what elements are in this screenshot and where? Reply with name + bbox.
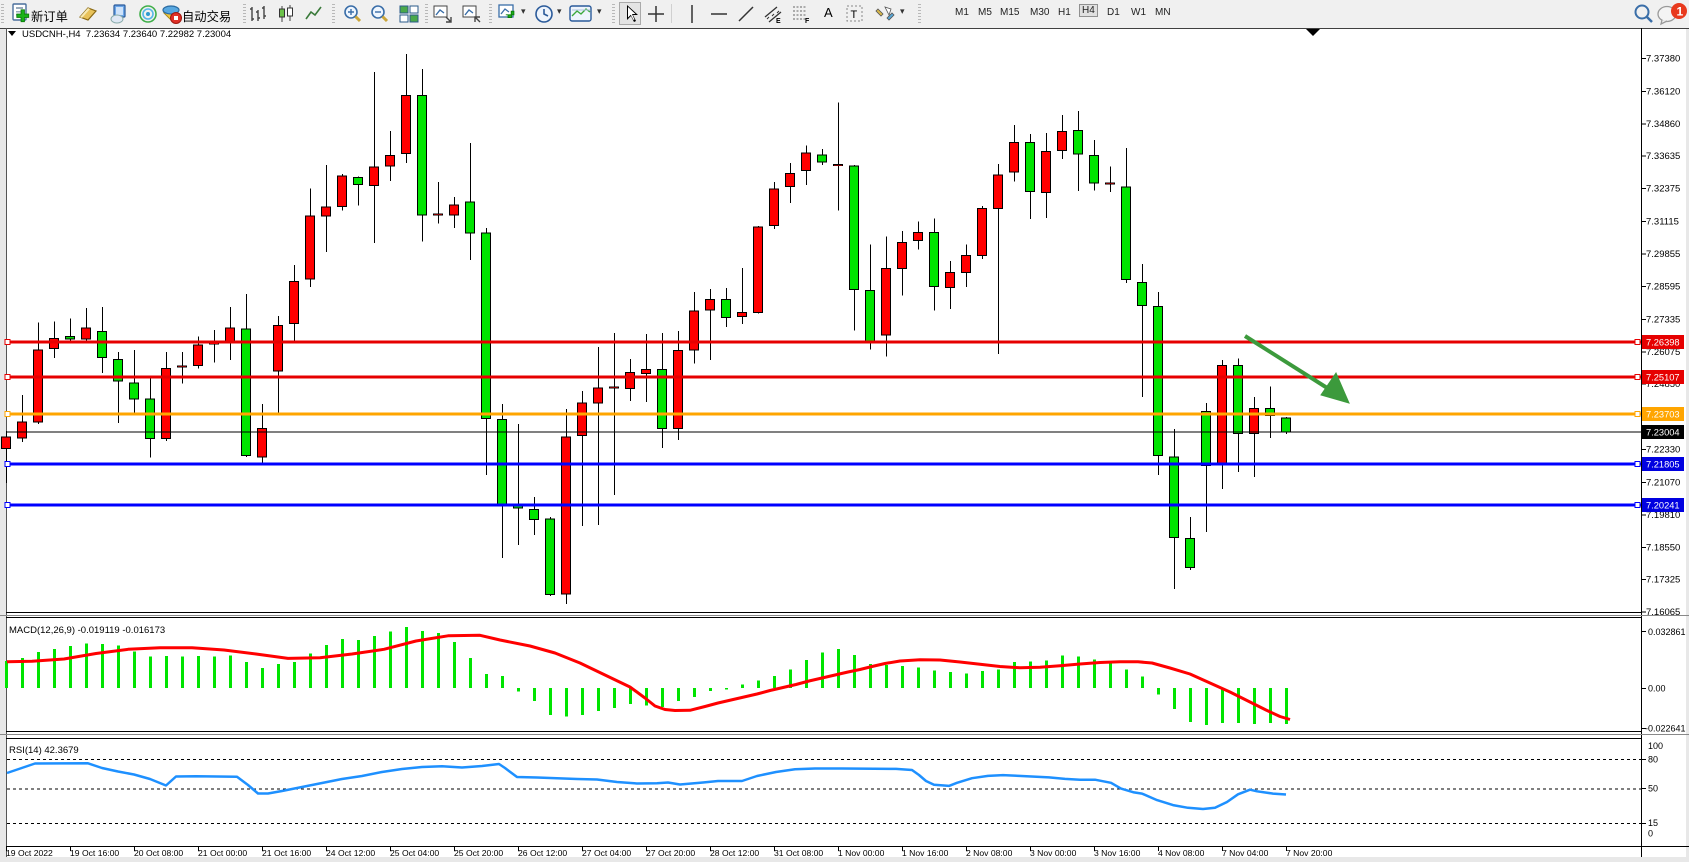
svg-text:0.032861: 0.032861 bbox=[1648, 627, 1686, 637]
svg-text:7.24850: 7.24850 bbox=[1646, 379, 1680, 390]
svg-text:7.34860: 7.34860 bbox=[1646, 119, 1680, 130]
svg-text:7.32375: 7.32375 bbox=[1646, 184, 1680, 195]
svg-text:7.21070: 7.21070 bbox=[1646, 478, 1680, 489]
svg-text:21 Oct 16:00: 21 Oct 16:00 bbox=[262, 848, 311, 858]
svg-text:RSI(14) 42.3679: RSI(14) 42.3679 bbox=[9, 745, 79, 756]
svg-text:80: 80 bbox=[1648, 755, 1658, 765]
svg-text:7.29855: 7.29855 bbox=[1646, 249, 1680, 260]
svg-text:7.26398: 7.26398 bbox=[1646, 338, 1680, 348]
svg-text:7.36120: 7.36120 bbox=[1646, 87, 1680, 98]
svg-text:19 Oct 16:00: 19 Oct 16:00 bbox=[70, 848, 119, 858]
svg-text:7.37380: 7.37380 bbox=[1646, 54, 1680, 65]
svg-text:20 Oct 08:00: 20 Oct 08:00 bbox=[134, 848, 183, 858]
svg-text:7.33635: 7.33635 bbox=[1646, 151, 1680, 162]
svg-text:USDCNH-,H4 7.23634 7.23640 7.: USDCNH-,H4 7.23634 7.23640 7.22982 7.230… bbox=[22, 29, 231, 40]
svg-text:24 Oct 12:00: 24 Oct 12:00 bbox=[326, 848, 375, 858]
svg-text:7.25107: 7.25107 bbox=[1646, 373, 1680, 383]
svg-text:E: E bbox=[776, 18, 781, 25]
svg-text:25 Oct 04:00: 25 Oct 04:00 bbox=[390, 848, 439, 858]
svg-text:7.23703: 7.23703 bbox=[1646, 410, 1680, 420]
svg-text:3 Nov 00:00: 3 Nov 00:00 bbox=[1030, 848, 1077, 858]
svg-text:25 Oct 20:00: 25 Oct 20:00 bbox=[454, 848, 503, 858]
svg-text:1 Nov 16:00: 1 Nov 16:00 bbox=[902, 848, 949, 858]
svg-text:7 Nov 04:00: 7 Nov 04:00 bbox=[1222, 848, 1269, 858]
svg-text:50: 50 bbox=[1648, 784, 1658, 794]
svg-text:7.17325: 7.17325 bbox=[1646, 575, 1680, 586]
svg-text:7.20241: 7.20241 bbox=[1646, 501, 1680, 511]
svg-text:1 Nov 00:00: 1 Nov 00:00 bbox=[838, 848, 885, 858]
svg-text:7.27335: 7.27335 bbox=[1646, 315, 1680, 326]
svg-text:7.22330: 7.22330 bbox=[1646, 445, 1680, 456]
svg-text:F: F bbox=[805, 18, 810, 25]
svg-text:0: 0 bbox=[1648, 829, 1653, 839]
svg-text:MACD(12,26,9) -0.019119 -0.016: MACD(12,26,9) -0.019119 -0.016173 bbox=[9, 625, 165, 636]
svg-text:-0.022641: -0.022641 bbox=[1645, 724, 1686, 734]
svg-text:7 Nov 20:00: 7 Nov 20:00 bbox=[1286, 848, 1333, 858]
svg-text:7.19810: 7.19810 bbox=[1646, 510, 1680, 521]
svg-text:27 Oct 20:00: 27 Oct 20:00 bbox=[646, 848, 695, 858]
svg-text:4 Nov 08:00: 4 Nov 08:00 bbox=[1158, 848, 1205, 858]
svg-text:7.21805: 7.21805 bbox=[1646, 460, 1680, 470]
svg-text:15: 15 bbox=[1648, 818, 1658, 828]
svg-text:0.00: 0.00 bbox=[1648, 684, 1666, 694]
svg-text:7.23004: 7.23004 bbox=[1646, 428, 1680, 438]
svg-text:T: T bbox=[851, 9, 858, 21]
svg-text:7.18550: 7.18550 bbox=[1646, 543, 1680, 554]
svg-text:3 Nov 16:00: 3 Nov 16:00 bbox=[1094, 848, 1141, 858]
svg-text:7.26075: 7.26075 bbox=[1646, 347, 1680, 358]
svg-text:19 Oct 2022: 19 Oct 2022 bbox=[6, 848, 53, 858]
svg-text:28 Oct 12:00: 28 Oct 12:00 bbox=[710, 848, 759, 858]
svg-text:2 Nov 08:00: 2 Nov 08:00 bbox=[966, 848, 1013, 858]
svg-text:7.31115: 7.31115 bbox=[1646, 217, 1679, 228]
svg-text:100: 100 bbox=[1648, 741, 1663, 751]
svg-text:26 Oct 12:00: 26 Oct 12:00 bbox=[518, 848, 567, 858]
svg-text:7.28595: 7.28595 bbox=[1646, 282, 1680, 293]
svg-text:31 Oct 08:00: 31 Oct 08:00 bbox=[774, 848, 823, 858]
svg-text:1: 1 bbox=[1677, 5, 1684, 19]
svg-text:7.16065: 7.16065 bbox=[1646, 607, 1680, 618]
svg-text:21 Oct 00:00: 21 Oct 00:00 bbox=[198, 848, 247, 858]
svg-text:27 Oct 04:00: 27 Oct 04:00 bbox=[582, 848, 631, 858]
